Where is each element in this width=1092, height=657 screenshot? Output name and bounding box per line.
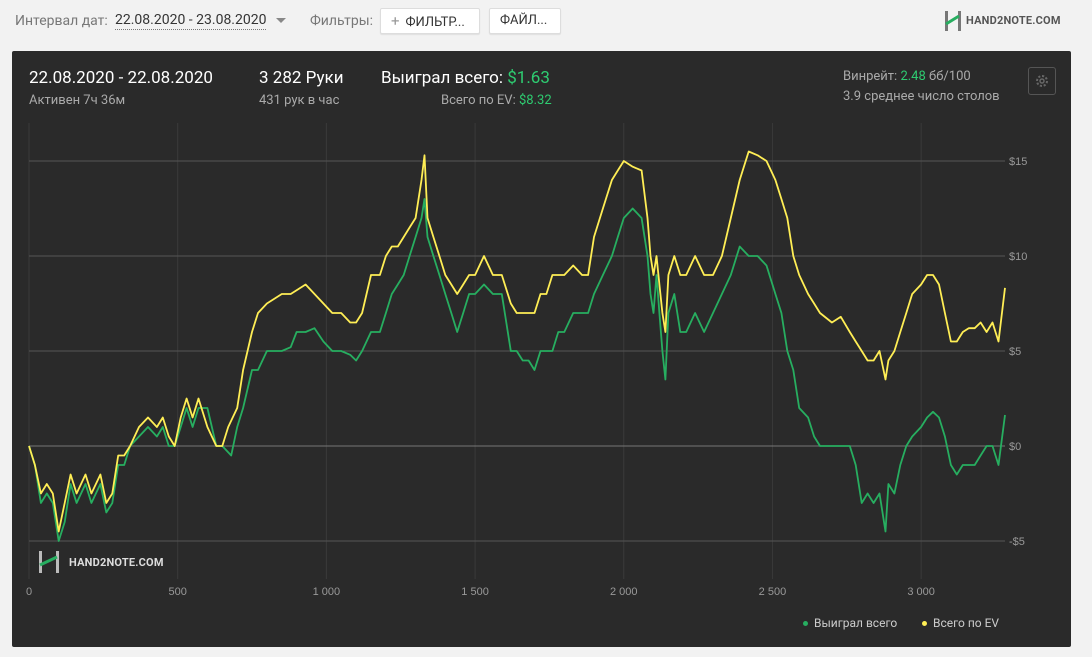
y-tick-label: $10 bbox=[1009, 251, 1027, 263]
x-tick-label: 0 bbox=[26, 586, 32, 598]
filters-label: Фильтры: bbox=[310, 13, 373, 29]
summary-avg-tables: 3.9 среднее число столов bbox=[843, 89, 1000, 104]
legend-won-label: Выиграл всего bbox=[814, 616, 898, 630]
filter-button-label: ФИЛЬТР... bbox=[405, 15, 465, 30]
summary-hands: 3 282 Руки bbox=[259, 68, 344, 88]
gear-icon bbox=[1036, 75, 1048, 87]
y-tick-label: $15 bbox=[1009, 156, 1027, 168]
legend-won-total[interactable]: Выиграл всего bbox=[803, 616, 897, 630]
x-tick-label: 1 500 bbox=[461, 586, 489, 598]
winrate-unit: бб/100 bbox=[929, 69, 971, 84]
date-interval-picker[interactable]: 22.08.2020 - 23.08.2020 bbox=[115, 12, 267, 30]
hand2note-watermark-icon bbox=[39, 551, 59, 573]
x-tick-label: 3 000 bbox=[907, 586, 935, 598]
summary-hands-per-hour: 431 рук в час bbox=[259, 93, 340, 108]
hand2note-logo-icon bbox=[945, 11, 961, 31]
x-tick-label: 1 000 bbox=[313, 586, 341, 598]
x-tick-label: 2 000 bbox=[610, 586, 638, 598]
file-button[interactable]: ФАЙЛ... bbox=[489, 8, 561, 34]
settings-button[interactable] bbox=[1028, 67, 1056, 95]
summary-winrate: Винрейт: 2.48 бб/100 bbox=[843, 69, 971, 84]
watermark-text: HAND2NOTE.COM bbox=[69, 556, 164, 569]
x-tick-label: 500 bbox=[169, 586, 187, 598]
legend-ev-label: Всего по EV bbox=[933, 616, 1000, 630]
ev-total-line bbox=[28, 150, 1006, 533]
summary-active-time: Активен 7ч 36м bbox=[29, 93, 126, 108]
legend-ev-dot bbox=[922, 621, 927, 627]
chevron-down-icon[interactable] bbox=[276, 18, 286, 23]
y-tick-label: $5 bbox=[1009, 346, 1021, 358]
date-interval-label: Интервал дат: bbox=[15, 13, 108, 29]
chart-watermark: HAND2NOTE.COM bbox=[37, 549, 163, 579]
won-total-line bbox=[28, 198, 1006, 542]
filter-button[interactable]: + ФИЛЬТР... bbox=[380, 8, 480, 34]
hand2note-logo: HAND2NOTE.COM bbox=[944, 10, 1060, 32]
file-button-label: ФАЙЛ... bbox=[500, 13, 548, 28]
x-tick-label: 2 500 bbox=[759, 586, 787, 598]
summary-date-range: 22.08.2020 - 22.08.2020 bbox=[29, 68, 213, 88]
plus-icon: + bbox=[391, 12, 400, 30]
summary-ev-total: Всего по EV: $8.32 bbox=[441, 93, 552, 108]
ev-total-label: Всего по EV: bbox=[441, 93, 516, 108]
profit-line-chart: 0 500 1 000 1 500 2 000 2 500 3 000 $15 $10 $5 $0 -… bbox=[26, 123, 1027, 598]
y-tick-label: -$5 bbox=[1009, 536, 1025, 548]
top-toolbar: Интервал дат: 22.08.2020 - 23.08.2020 Фи… bbox=[0, 0, 1092, 42]
legend-ev-total[interactable]: Всего по EV bbox=[922, 616, 999, 630]
logo-text: HAND2NOTE.COM bbox=[966, 14, 1061, 27]
won-total-label: Выиграл всего: bbox=[381, 68, 503, 88]
results-panel: 22.08.2020 - 22.08.2020 Активен 7ч 36м 3… bbox=[12, 51, 1071, 647]
summary-won-total: Выиграл всего: $1.63 bbox=[381, 68, 550, 88]
winrate-label: Винрейт: bbox=[843, 69, 898, 84]
y-tick-label: $0 bbox=[1009, 441, 1021, 453]
won-total-value: $1.63 bbox=[507, 68, 550, 88]
winrate-value: 2.48 bbox=[900, 69, 926, 84]
ev-total-value: $8.32 bbox=[518, 93, 552, 108]
legend-won-dot bbox=[803, 621, 808, 627]
